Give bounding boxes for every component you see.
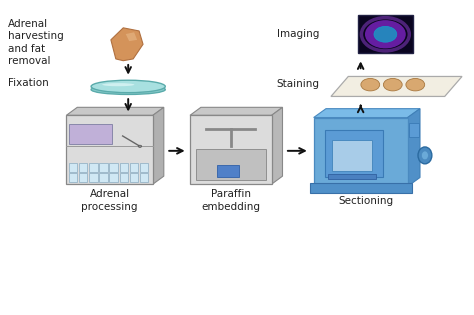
FancyBboxPatch shape — [140, 174, 148, 182]
FancyBboxPatch shape — [79, 174, 87, 182]
Ellipse shape — [383, 78, 402, 91]
Text: Staining: Staining — [276, 79, 319, 89]
FancyBboxPatch shape — [79, 163, 87, 172]
FancyBboxPatch shape — [140, 163, 148, 172]
FancyBboxPatch shape — [217, 165, 239, 177]
FancyBboxPatch shape — [69, 163, 77, 172]
FancyBboxPatch shape — [119, 163, 128, 172]
FancyBboxPatch shape — [130, 163, 138, 172]
FancyBboxPatch shape — [328, 175, 376, 179]
Ellipse shape — [91, 85, 165, 94]
Polygon shape — [190, 107, 283, 115]
FancyBboxPatch shape — [196, 149, 266, 180]
Polygon shape — [408, 109, 420, 186]
Polygon shape — [66, 107, 164, 115]
Polygon shape — [153, 107, 164, 184]
Ellipse shape — [421, 151, 428, 160]
Polygon shape — [126, 32, 137, 41]
Ellipse shape — [91, 80, 165, 93]
FancyBboxPatch shape — [119, 174, 128, 182]
FancyBboxPatch shape — [358, 15, 412, 53]
FancyBboxPatch shape — [409, 123, 419, 137]
FancyBboxPatch shape — [190, 115, 272, 184]
Polygon shape — [272, 107, 283, 184]
FancyBboxPatch shape — [69, 123, 112, 144]
FancyBboxPatch shape — [89, 174, 98, 182]
Text: Fixation: Fixation — [8, 78, 49, 88]
FancyBboxPatch shape — [69, 174, 77, 182]
FancyBboxPatch shape — [89, 163, 98, 172]
FancyBboxPatch shape — [66, 115, 153, 184]
FancyBboxPatch shape — [130, 174, 138, 182]
Ellipse shape — [418, 147, 432, 164]
FancyBboxPatch shape — [332, 140, 372, 171]
Ellipse shape — [406, 78, 425, 91]
Polygon shape — [314, 109, 420, 117]
FancyBboxPatch shape — [325, 130, 383, 177]
Text: Paraffin
embedding: Paraffin embedding — [201, 189, 260, 212]
Ellipse shape — [102, 83, 134, 86]
Ellipse shape — [138, 145, 142, 147]
FancyBboxPatch shape — [109, 174, 118, 182]
FancyBboxPatch shape — [314, 117, 408, 186]
Polygon shape — [111, 28, 143, 61]
Text: Adrenal
processing: Adrenal processing — [82, 189, 138, 212]
FancyBboxPatch shape — [310, 183, 411, 193]
Ellipse shape — [365, 20, 406, 49]
FancyBboxPatch shape — [99, 163, 108, 172]
Text: Adrenal
harvesting
and fat
removal: Adrenal harvesting and fat removal — [8, 19, 64, 66]
Polygon shape — [331, 77, 462, 96]
FancyBboxPatch shape — [109, 163, 118, 172]
FancyBboxPatch shape — [99, 174, 108, 182]
Ellipse shape — [361, 78, 380, 91]
Ellipse shape — [374, 26, 397, 42]
Text: Imaging: Imaging — [276, 29, 319, 39]
Text: Sectioning: Sectioning — [338, 196, 393, 206]
